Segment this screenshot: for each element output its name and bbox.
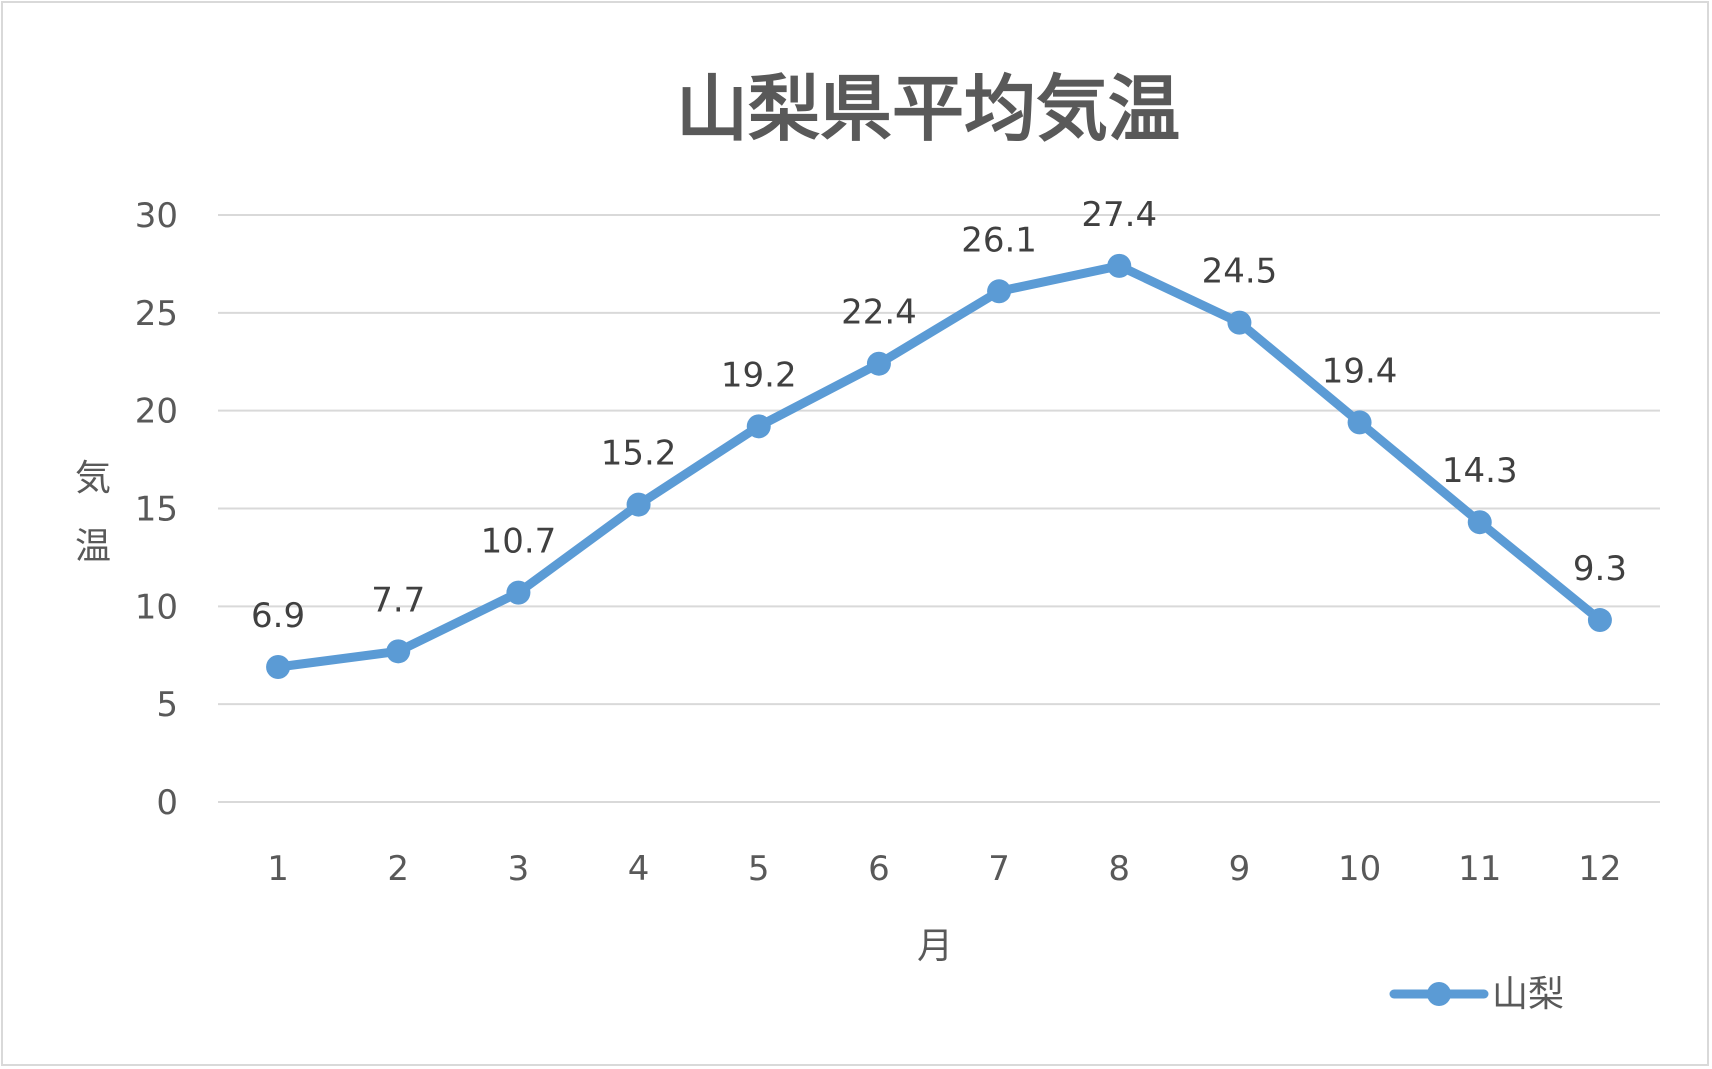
data-label: 10.7	[481, 522, 557, 562]
x-tick-label: 1	[267, 849, 289, 889]
x-tick-label: 8	[1108, 849, 1130, 889]
data-label: 15.2	[601, 434, 677, 474]
data-label: 19.2	[721, 355, 797, 395]
x-tick-labels: 1 2 3 4 5 6 7 8 9 10 11 12	[267, 849, 1621, 889]
x-tick-label: 2	[387, 849, 409, 889]
legend: 山梨	[1389, 974, 1564, 1015]
data-point	[1587, 608, 1612, 633]
x-tick-label: 7	[988, 849, 1010, 889]
x-tick-label: 5	[748, 849, 770, 889]
data-point	[866, 351, 891, 376]
x-tick-label: 6	[868, 849, 890, 889]
data-point	[1227, 310, 1252, 335]
y-tick-label: 0	[156, 783, 178, 823]
data-labels: 6.9 7.7 10.7 15.2 19.2 22.4 26.1 27.4 24.5 19.4 14…	[251, 195, 1627, 636]
y-tick-labels: 0 5 10 15 20 25 30	[135, 196, 178, 823]
y-axis-title-char: 気	[75, 458, 111, 499]
y-axis-title-char: 温	[75, 526, 111, 567]
data-label: 26.1	[961, 220, 1037, 260]
y-tick-label: 20	[135, 392, 178, 432]
y-tick-label: 5	[156, 685, 178, 725]
x-tick-label: 4	[628, 849, 650, 889]
gridlines	[218, 214, 1660, 803]
legend-marker	[1427, 982, 1451, 1006]
x-tick-label: 10	[1338, 849, 1381, 889]
data-point	[626, 492, 651, 517]
data-label: 27.4	[1081, 195, 1157, 235]
data-label: 7.7	[371, 580, 425, 620]
y-tick-label: 30	[135, 196, 178, 236]
data-point	[266, 654, 291, 679]
data-point	[1107, 253, 1132, 278]
data-label: 19.4	[1322, 351, 1398, 391]
x-axis-title: 月	[917, 926, 953, 967]
x-tick-label: 11	[1458, 849, 1501, 889]
legend-label: 山梨	[1492, 974, 1564, 1015]
data-point	[1467, 510, 1492, 535]
chart-title: 山梨県平均気温	[676, 67, 1180, 151]
data-point	[386, 639, 411, 664]
data-point	[1347, 410, 1372, 435]
y-tick-label: 25	[135, 294, 178, 334]
data-label: 6.9	[251, 596, 305, 636]
data-point	[987, 279, 1012, 304]
data-label: 9.3	[1573, 549, 1627, 589]
y-tick-label: 10	[135, 587, 178, 627]
series-yamanashi	[266, 253, 1612, 679]
series-line	[273, 261, 1605, 672]
data-label: 14.3	[1442, 451, 1518, 491]
data-label: 24.5	[1202, 252, 1278, 292]
x-tick-label: 3	[508, 849, 530, 889]
data-point	[506, 580, 531, 605]
x-tick-label: 9	[1229, 849, 1251, 889]
x-tick-label: 12	[1578, 849, 1621, 889]
data-label: 22.4	[841, 293, 917, 333]
y-axis-title: 気温	[75, 458, 111, 567]
y-tick-label: 15	[135, 490, 178, 530]
data-point	[746, 414, 771, 439]
